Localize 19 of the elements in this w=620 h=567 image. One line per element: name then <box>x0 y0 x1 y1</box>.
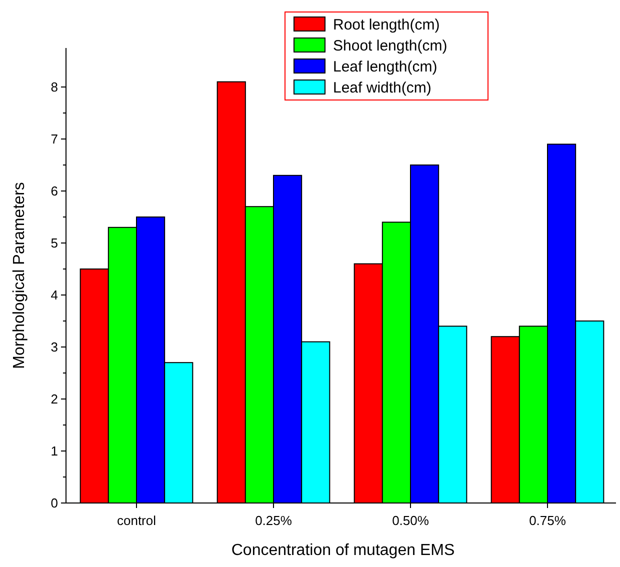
y-tick-label: 1 <box>50 444 58 459</box>
y-tick-label: 6 <box>50 184 58 199</box>
x-tick-label: control <box>116 513 156 528</box>
y-tick-label: 3 <box>50 340 58 355</box>
y-tick-label: 5 <box>50 236 58 251</box>
x-tick-label: 0.75% <box>529 513 566 528</box>
legend-label: Leaf length(cm) <box>333 58 438 76</box>
x-tick-label: 0.25% <box>255 513 292 528</box>
legend-label: Leaf width(cm) <box>333 79 432 96</box>
y-tick-label: 4 <box>50 288 58 303</box>
y-axis-title: Morphological Parameters <box>11 182 28 369</box>
x-axis-title: Concentration of mutagen EMS <box>231 542 455 559</box>
y-tick-label: 7 <box>50 132 58 147</box>
x-tick-label: 0.50% <box>392 513 430 528</box>
y-tick-label: 8 <box>50 80 58 95</box>
y-tick-label: 2 <box>50 392 58 407</box>
legend-label: Shoot length(cm) <box>333 37 448 54</box>
legend-label: Root length(cm) <box>333 16 440 34</box>
y-tick-label: 0 <box>50 496 58 511</box>
